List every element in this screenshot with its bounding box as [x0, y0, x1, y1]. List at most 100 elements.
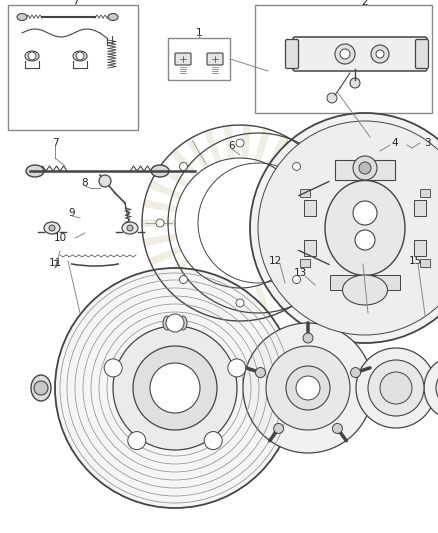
Circle shape	[296, 376, 320, 400]
Ellipse shape	[179, 316, 187, 330]
Bar	[414, 240, 426, 256]
Text: 8: 8	[82, 178, 88, 188]
Bar	[8, 5, 138, 130]
Circle shape	[104, 359, 122, 377]
Circle shape	[236, 299, 244, 307]
Circle shape	[236, 139, 244, 147]
Circle shape	[180, 163, 187, 171]
Bar	[304, 240, 316, 256]
Ellipse shape	[26, 165, 44, 177]
Circle shape	[353, 201, 377, 225]
Circle shape	[371, 45, 389, 63]
Circle shape	[34, 381, 48, 395]
Circle shape	[368, 360, 424, 416]
Circle shape	[293, 163, 300, 171]
Ellipse shape	[25, 51, 39, 61]
Circle shape	[180, 276, 187, 284]
Bar	[304, 200, 316, 216]
Polygon shape	[297, 251, 329, 270]
Ellipse shape	[44, 222, 60, 234]
Ellipse shape	[122, 222, 138, 234]
Text: 12: 12	[268, 256, 282, 266]
Circle shape	[258, 121, 438, 335]
Circle shape	[49, 225, 55, 231]
Polygon shape	[187, 138, 208, 168]
Circle shape	[255, 368, 265, 377]
Polygon shape	[256, 285, 270, 318]
Text: 9: 9	[69, 208, 75, 218]
Text: 3: 3	[424, 138, 430, 148]
Circle shape	[156, 219, 164, 227]
Bar	[335, 160, 395, 180]
Circle shape	[353, 156, 377, 180]
Ellipse shape	[73, 51, 87, 61]
FancyBboxPatch shape	[175, 53, 191, 65]
Polygon shape	[243, 288, 251, 321]
Text: 6: 6	[229, 141, 235, 151]
FancyBboxPatch shape	[207, 53, 223, 65]
Polygon shape	[243, 125, 251, 158]
Circle shape	[133, 346, 217, 430]
Bar	[420, 259, 430, 267]
Circle shape	[340, 49, 350, 59]
Polygon shape	[279, 272, 305, 301]
Circle shape	[303, 333, 313, 343]
Text: 10: 10	[53, 233, 67, 243]
Circle shape	[355, 230, 375, 250]
Polygon shape	[171, 149, 198, 177]
Circle shape	[55, 268, 295, 508]
Bar	[255, 5, 432, 113]
Polygon shape	[224, 287, 233, 320]
Circle shape	[127, 225, 133, 231]
Circle shape	[274, 423, 284, 433]
Circle shape	[376, 50, 384, 58]
Circle shape	[286, 366, 330, 410]
Polygon shape	[289, 159, 318, 184]
Circle shape	[350, 368, 360, 377]
Polygon shape	[205, 130, 221, 163]
Polygon shape	[187, 278, 208, 309]
Circle shape	[228, 359, 246, 377]
Text: 2: 2	[362, 0, 368, 7]
Text: 7: 7	[52, 260, 58, 270]
Polygon shape	[279, 146, 305, 174]
Bar	[300, 189, 310, 197]
FancyBboxPatch shape	[293, 37, 427, 71]
Circle shape	[293, 276, 300, 284]
Polygon shape	[224, 125, 233, 159]
Circle shape	[166, 314, 184, 332]
Text: 15: 15	[408, 256, 422, 266]
Circle shape	[76, 52, 84, 60]
Text: 7: 7	[72, 0, 78, 7]
Circle shape	[99, 175, 111, 187]
Bar	[414, 200, 426, 216]
Circle shape	[359, 162, 371, 174]
Text: 4: 4	[392, 138, 398, 148]
Text: 7: 7	[52, 138, 58, 148]
Circle shape	[327, 93, 337, 103]
Circle shape	[356, 348, 436, 428]
Polygon shape	[142, 220, 175, 227]
Ellipse shape	[17, 13, 27, 20]
Polygon shape	[268, 279, 289, 311]
Ellipse shape	[108, 13, 118, 20]
Polygon shape	[289, 262, 318, 287]
Polygon shape	[149, 181, 181, 199]
Polygon shape	[143, 200, 177, 212]
Circle shape	[113, 326, 237, 450]
Text: 1: 1	[196, 28, 202, 38]
Bar	[420, 189, 430, 197]
Text: 14: 14	[353, 256, 367, 266]
Polygon shape	[158, 164, 188, 187]
Ellipse shape	[163, 316, 171, 330]
Circle shape	[204, 432, 222, 450]
Bar	[330, 275, 400, 290]
Circle shape	[350, 78, 360, 88]
Ellipse shape	[325, 181, 405, 276]
Bar	[168, 38, 230, 80]
Circle shape	[243, 323, 373, 453]
Bar	[300, 259, 310, 267]
Circle shape	[266, 346, 350, 430]
Text: 13: 13	[293, 268, 307, 278]
Polygon shape	[256, 128, 270, 161]
